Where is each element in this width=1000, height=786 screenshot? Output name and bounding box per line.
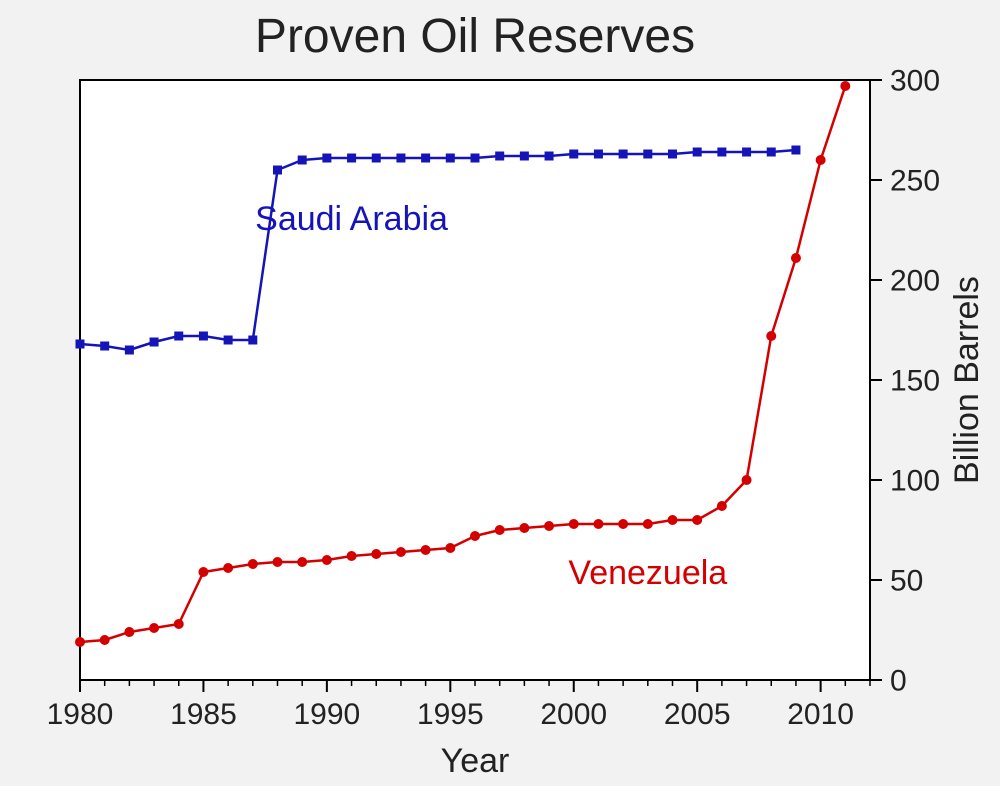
marker-venezuela <box>470 531 480 541</box>
series-label-venezuela: Venezuela <box>568 554 727 592</box>
marker-venezuela <box>840 81 850 91</box>
marker-venezuela <box>643 519 653 529</box>
marker-venezuela <box>223 563 233 573</box>
x-tick-label: 1985 <box>170 698 237 731</box>
x-tick-label: 1990 <box>294 698 361 731</box>
marker-saudi_arabia <box>668 150 677 159</box>
y-tick-label: 300 <box>890 65 940 98</box>
marker-saudi_arabia <box>594 150 603 159</box>
y-tick-label: 150 <box>890 365 940 398</box>
marker-venezuela <box>248 559 258 569</box>
y-tick-label: 200 <box>890 265 940 298</box>
y-axis-label: Billion Barrels <box>948 276 986 484</box>
marker-venezuela <box>421 545 431 555</box>
marker-saudi_arabia <box>569 150 578 159</box>
y-tick-label: 0 <box>890 665 907 698</box>
marker-venezuela <box>347 551 357 561</box>
y-tick-label: 50 <box>890 565 923 598</box>
marker-saudi_arabia <box>396 154 405 163</box>
marker-saudi_arabia <box>372 154 381 163</box>
marker-venezuela <box>149 623 159 633</box>
marker-saudi_arabia <box>791 146 800 155</box>
marker-saudi_arabia <box>76 340 85 349</box>
marker-venezuela <box>717 501 727 511</box>
marker-venezuela <box>791 253 801 263</box>
marker-venezuela <box>668 515 678 525</box>
x-tick-label: 1995 <box>417 698 484 731</box>
marker-venezuela <box>519 523 529 533</box>
marker-venezuela <box>174 619 184 629</box>
marker-saudi_arabia <box>471 154 480 163</box>
marker-venezuela <box>198 567 208 577</box>
plot-area <box>80 80 870 680</box>
marker-saudi_arabia <box>150 338 159 347</box>
marker-saudi_arabia <box>520 152 529 161</box>
x-tick-label: 2005 <box>664 698 731 731</box>
marker-saudi_arabia <box>199 332 208 341</box>
y-tick-label: 250 <box>890 165 940 198</box>
x-tick-label: 2010 <box>787 698 854 731</box>
marker-venezuela <box>569 519 579 529</box>
marker-saudi_arabia <box>693 148 702 157</box>
marker-venezuela <box>816 155 826 165</box>
marker-saudi_arabia <box>100 342 109 351</box>
marker-venezuela <box>766 331 776 341</box>
marker-saudi_arabia <box>643 150 652 159</box>
marker-venezuela <box>100 635 110 645</box>
chart-title: Proven Oil Reserves <box>255 10 695 63</box>
marker-venezuela <box>544 521 554 531</box>
marker-venezuela <box>371 549 381 559</box>
x-tick-label: 2000 <box>540 698 607 731</box>
marker-saudi_arabia <box>347 154 356 163</box>
marker-saudi_arabia <box>742 148 751 157</box>
y-tick-label: 100 <box>890 465 940 498</box>
marker-saudi_arabia <box>495 152 504 161</box>
chart-svg: 1980 1985 1990 1995 2000 2005 2010 0 50 100 150 200… <box>0 0 1000 786</box>
marker-venezuela <box>273 557 283 567</box>
marker-saudi_arabia <box>421 154 430 163</box>
marker-venezuela <box>322 555 332 565</box>
marker-saudi_arabia <box>174 332 183 341</box>
marker-venezuela <box>618 519 628 529</box>
series-label-saudi_arabia: Saudi Arabia <box>255 200 448 238</box>
marker-saudi_arabia <box>273 166 282 175</box>
marker-venezuela <box>593 519 603 529</box>
marker-saudi_arabia <box>248 336 257 345</box>
marker-venezuela <box>445 543 455 553</box>
marker-venezuela <box>742 475 752 485</box>
x-tick-label: 1980 <box>47 698 114 731</box>
marker-venezuela <box>297 557 307 567</box>
marker-venezuela <box>495 525 505 535</box>
marker-saudi_arabia <box>298 156 307 165</box>
marker-saudi_arabia <box>446 154 455 163</box>
x-axis-label: Year <box>441 742 510 780</box>
marker-saudi_arabia <box>125 346 134 355</box>
marker-venezuela <box>396 547 406 557</box>
marker-saudi_arabia <box>619 150 628 159</box>
marker-venezuela <box>75 637 85 647</box>
marker-saudi_arabia <box>767 148 776 157</box>
marker-venezuela <box>124 627 134 637</box>
marker-saudi_arabia <box>717 148 726 157</box>
oil-reserves-chart: 1980 1985 1990 1995 2000 2005 2010 0 50 100 150 200… <box>0 0 1000 786</box>
marker-saudi_arabia <box>322 154 331 163</box>
marker-venezuela <box>692 515 702 525</box>
marker-saudi_arabia <box>224 336 233 345</box>
marker-saudi_arabia <box>545 152 554 161</box>
